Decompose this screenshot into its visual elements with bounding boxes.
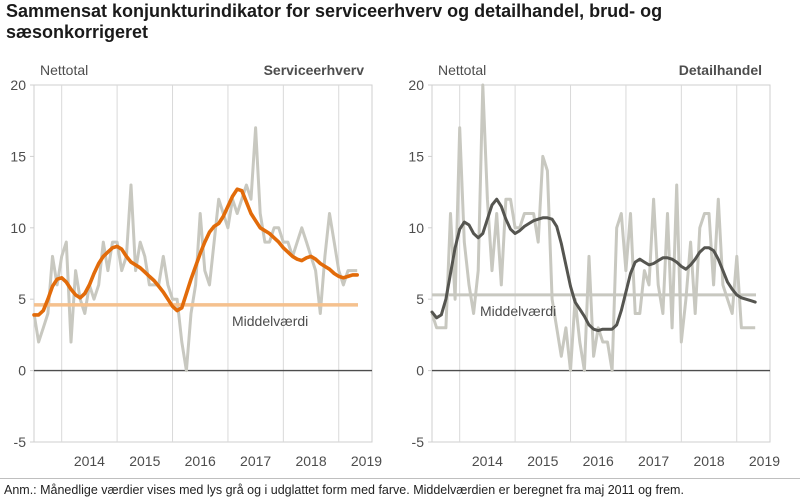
x-tick-label: 2019 <box>351 453 382 469</box>
y-tick-label: 5 <box>18 291 26 307</box>
y-tick-label: 20 <box>408 77 424 93</box>
footer-divider <box>0 478 800 479</box>
x-tick-label: 2015 <box>527 453 558 469</box>
y-tick-label: 15 <box>10 148 26 164</box>
plot-frame <box>431 84 771 443</box>
series-line-monthly <box>32 126 358 373</box>
series-line-smoothed <box>430 197 757 333</box>
x-tick-label: 2016 <box>583 453 614 469</box>
x-tick-label: 2016 <box>185 453 216 469</box>
y-tick-label: 0 <box>18 363 26 379</box>
y-tick-label: 5 <box>416 291 424 307</box>
mean-label: Middelværdi <box>232 313 308 329</box>
panel-serviceerhverv: -5 0 5 10 15 20 2014 2015 2016 2017 2018 2019 Nettot… <box>10 62 382 469</box>
x-tick-label: 2017 <box>240 453 271 469</box>
y-tick-label: -5 <box>14 434 27 450</box>
series-line-monthly <box>430 83 756 373</box>
x-tick-label: 2018 <box>295 453 326 469</box>
x-tick-label: 2018 <box>693 453 724 469</box>
x-tick-label: 2015 <box>129 453 160 469</box>
panel-title: Serviceerhverv <box>264 62 365 78</box>
y-axis-label: Nettotal <box>40 62 88 78</box>
y-tick-label: -5 <box>412 434 425 450</box>
x-tick-label: 2014 <box>472 453 503 469</box>
plot-frame <box>33 84 373 443</box>
x-tick-label: 2017 <box>638 453 669 469</box>
y-tick-label: 0 <box>416 363 424 379</box>
y-tick-label: 15 <box>408 148 424 164</box>
series-line-smoothed <box>32 187 360 317</box>
footnote: Anm.: Månedlige værdier vises med lys gr… <box>4 483 684 497</box>
x-tick-label: 2014 <box>74 453 105 469</box>
chart-title: Sammensat konjunkturindikator for servic… <box>6 1 663 42</box>
y-tick-label: 10 <box>10 220 26 236</box>
panel-detailhandel: -5 0 5 10 15 20 2014 2015 2016 2017 2018 2019 Nettot… <box>408 62 780 469</box>
x-tick-label: 2019 <box>749 453 780 469</box>
panel-title: Detailhandel <box>679 62 762 78</box>
y-axis-label: Nettotal <box>438 62 486 78</box>
y-tick-label: 20 <box>10 77 26 93</box>
y-tick-label: 10 <box>408 220 424 236</box>
mean-label: Middelværdi <box>480 303 556 319</box>
